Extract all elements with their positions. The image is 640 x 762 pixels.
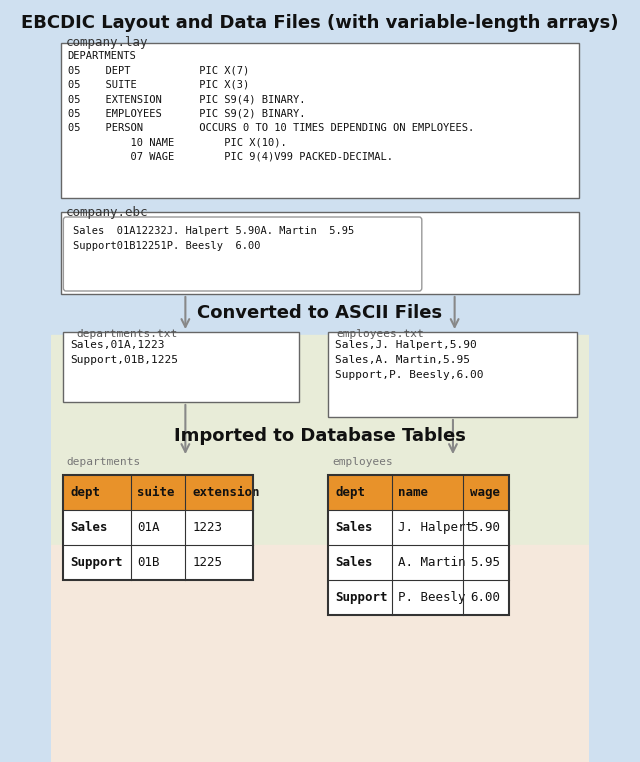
Bar [131,510,186,545]
Bar [463,545,509,580]
Bar [328,475,509,615]
Bar [463,475,509,510]
Bar [392,580,463,615]
Bar [63,510,131,545]
Text: Support: Support [70,556,123,569]
Text: Converted to ASCII Files: Converted to ASCII Files [197,304,443,322]
Text: Sales: Sales [335,521,372,534]
Bar [131,475,186,510]
FancyBboxPatch shape [61,212,579,294]
Bar [63,475,131,510]
Bar [131,545,186,580]
Text: dept: dept [70,486,100,499]
Bar [392,545,463,580]
Text: EBCDIC Layout and Data Files (with variable-length arrays): EBCDIC Layout and Data Files (with varia… [21,14,619,32]
Text: suite: suite [138,486,175,499]
Text: Sales  01A12232J. Halpert 5.90A. Martin  5.95
Support01B12251P. Beesly  6.00: Sales 01A12232J. Halpert 5.90A. Martin 5… [72,226,354,251]
Bar [51,335,589,545]
Bar [63,475,253,580]
Bar [63,545,131,580]
FancyBboxPatch shape [61,43,579,198]
Text: employees: employees [333,457,394,467]
FancyBboxPatch shape [63,332,299,402]
Text: J. Halpert: J. Halpert [398,521,473,534]
Text: Sales,01A,1223
Support,01B,1225: Sales,01A,1223 Support,01B,1225 [70,340,178,365]
FancyBboxPatch shape [328,332,577,417]
Text: 5.90: 5.90 [470,521,500,534]
Bar [328,580,392,615]
Text: 01A: 01A [138,521,160,534]
Text: 1225: 1225 [192,556,222,569]
Text: name: name [398,486,428,499]
Text: departments: departments [66,457,140,467]
FancyBboxPatch shape [63,217,422,291]
Text: company.ebc: company.ebc [66,206,148,219]
Text: departments.txt: departments.txt [76,329,177,339]
Bar [51,545,589,762]
Text: 5.95: 5.95 [470,556,500,569]
Text: Imported to Database Tables: Imported to Database Tables [174,427,466,445]
Bar [463,580,509,615]
Bar [392,475,463,510]
Text: Sales: Sales [335,556,372,569]
Text: Support: Support [335,591,388,604]
Bar [392,510,463,545]
Bar [51,0,589,335]
Bar [186,510,253,545]
Bar [328,475,392,510]
Text: Sales: Sales [70,521,108,534]
Text: Sales,J. Halpert,5.90
Sales,A. Martin,5.95
Support,P. Beesly,6.00: Sales,J. Halpert,5.90 Sales,A. Martin,5.… [335,340,484,379]
Bar [186,475,253,510]
Text: employees.txt: employees.txt [337,329,424,339]
Text: DEPARTMENTS
05    DEPT           PIC X(7)
05    SUITE          PIC X(3)
05    EX: DEPARTMENTS 05 DEPT PIC X(7) 05 SUITE PI… [68,51,474,162]
Text: A. Martin: A. Martin [398,556,466,569]
Text: 1223: 1223 [192,521,222,534]
Text: company.lay: company.lay [66,36,148,49]
Bar [463,510,509,545]
Bar [186,545,253,580]
Text: 01B: 01B [138,556,160,569]
Bar [328,510,392,545]
Text: wage: wage [470,486,500,499]
Text: dept: dept [335,486,365,499]
Text: 6.00: 6.00 [470,591,500,604]
Text: P. Beesly: P. Beesly [398,591,466,604]
Bar [328,545,392,580]
Text: extension: extension [192,486,260,499]
